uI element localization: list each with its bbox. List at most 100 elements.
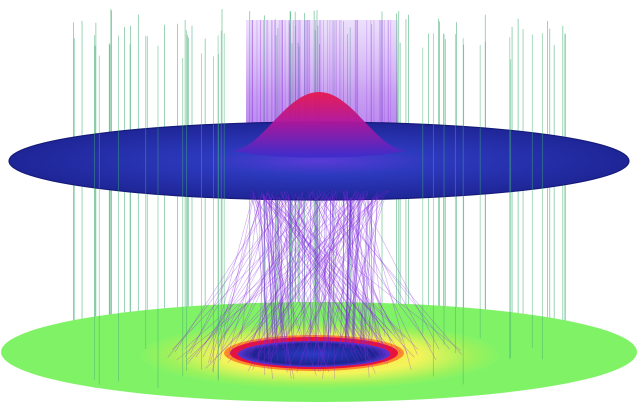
- ray-line: [309, 197, 312, 349]
- ray-line: [346, 197, 363, 335]
- ray-line: [184, 198, 287, 358]
- ray-line: [281, 194, 393, 342]
- ray-line: [318, 190, 408, 355]
- ray-line: [270, 193, 373, 364]
- ray-line: [226, 190, 389, 358]
- ray-line: [290, 197, 295, 349]
- ray-line: [270, 198, 384, 359]
- ray-line: [361, 191, 412, 370]
- ray-line: [270, 197, 278, 349]
- ray-line: [217, 191, 330, 344]
- ray-line: [346, 197, 353, 349]
- ray-line: [357, 196, 370, 378]
- green-ray-bundle-front: [93, 30, 543, 389]
- ray-line: [283, 191, 350, 363]
- ray-line: [371, 196, 378, 343]
- ray-line: [174, 193, 278, 353]
- ray-line: [176, 189, 389, 361]
- ray-line: [280, 191, 363, 353]
- ray-line: [329, 199, 396, 335]
- ray-line: [302, 196, 374, 347]
- ray-line: [253, 199, 317, 376]
- ray-line: [345, 197, 382, 356]
- ray-line: [333, 198, 385, 362]
- ray-line: [307, 190, 346, 344]
- ray-line: [351, 197, 355, 353]
- ray-line: [249, 194, 303, 341]
- ray-line: [290, 191, 361, 365]
- ray-line: [360, 197, 370, 349]
- ray-line: [314, 198, 389, 365]
- ray-line: [346, 191, 374, 341]
- ray-line: [266, 197, 275, 349]
- ray-line: [249, 193, 379, 353]
- ray-line: [282, 198, 373, 360]
- ray-line: [167, 199, 289, 358]
- ray-line: [211, 191, 263, 372]
- ray-line: [258, 198, 264, 336]
- ray-line: [219, 194, 255, 361]
- ray-line: [320, 195, 345, 367]
- ray-line: [342, 199, 367, 361]
- ray-line: [267, 190, 326, 346]
- ray-line: [279, 197, 285, 349]
- ray-line: [363, 197, 377, 336]
- ray-line: [367, 199, 386, 337]
- ray-line: [239, 193, 301, 335]
- ray-line: [311, 191, 336, 371]
- ray-line: [246, 198, 329, 350]
- ray-line: [259, 197, 268, 349]
- ray-line: [329, 199, 388, 356]
- ray-line: [224, 191, 323, 335]
- ray-line: [217, 193, 297, 348]
- ray-line: [341, 190, 418, 355]
- ray-line: [322, 192, 338, 380]
- ray-line: [208, 197, 253, 363]
- ray-line: [264, 198, 406, 338]
- ray-line: [332, 190, 335, 379]
- ray-line: [259, 197, 269, 349]
- ray-line: [290, 198, 355, 348]
- ray-line: [356, 190, 440, 350]
- ray-line: [247, 197, 301, 357]
- ray-line: [275, 194, 307, 347]
- ray-line: [240, 191, 260, 340]
- ray-line: [348, 196, 384, 350]
- ray-line: [264, 194, 366, 346]
- ray-line: [359, 197, 369, 349]
- ray-line: [263, 193, 288, 373]
- ray-line: [258, 194, 363, 350]
- ray-line: [314, 195, 403, 342]
- ray-line: [257, 197, 284, 343]
- ray-line: [268, 196, 419, 350]
- ray-line: [331, 197, 450, 350]
- ray-line: [228, 191, 313, 356]
- ray-line: [172, 195, 320, 350]
- ray-line: [286, 194, 289, 363]
- ray-line: [285, 195, 402, 354]
- ray-line: [329, 197, 334, 349]
- ray-line: [285, 192, 368, 338]
- ray-line: [262, 193, 363, 360]
- ray-line: [267, 199, 293, 349]
- ray-line: [275, 197, 283, 349]
- ray-line: [270, 191, 304, 364]
- ray-line: [247, 191, 357, 372]
- ray-line: [351, 197, 359, 349]
- ray-line: [267, 190, 366, 360]
- ray-line: [253, 192, 295, 380]
- ray-line: [251, 190, 330, 373]
- ray-line: [184, 198, 352, 349]
- ray-line: [252, 191, 273, 379]
- ray-line: [260, 195, 393, 333]
- ray-line: [262, 195, 270, 370]
- lens-disk: [9, 122, 629, 200]
- ray-line: [330, 193, 381, 341]
- ray-line: [352, 197, 360, 349]
- ray-line: [285, 191, 379, 335]
- ray-line: [367, 197, 379, 349]
- ray-line: [263, 197, 292, 379]
- ray-line: [288, 197, 293, 349]
- ray-line: [195, 191, 313, 358]
